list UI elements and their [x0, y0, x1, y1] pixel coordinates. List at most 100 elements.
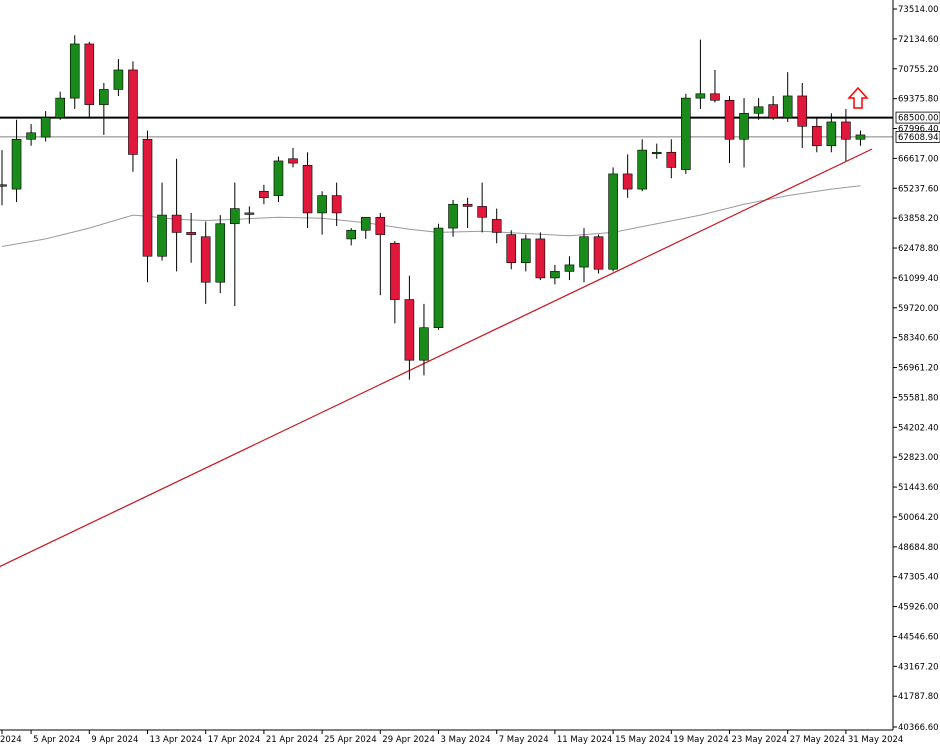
candle-bullish: [520, 238, 531, 264]
candle-bullish: [11, 138, 22, 190]
candle-bullish: [637, 149, 648, 190]
price-tag-label: 67608.94: [898, 133, 939, 143]
candle-bearish: [768, 104, 778, 118]
y-tick-label: 67996.40: [898, 125, 939, 135]
y-tick-label: 44546.60: [898, 632, 939, 642]
candle-bullish: [55, 97, 66, 118]
candle-bullish: [215, 223, 226, 283]
candle-bearish: [375, 216, 386, 235]
candle-bullish: [273, 160, 284, 196]
candle-bullish: [695, 93, 706, 99]
y-tick-label: 48684.80: [898, 543, 939, 553]
x-tick-label: 29 Apr 2024: [382, 735, 435, 745]
y-tick-label: 62478.80: [898, 244, 939, 254]
x-tick-label: 19 May 2024: [673, 735, 728, 745]
x-tick-label: 27 May 2024: [790, 735, 845, 745]
x-tick-label: 21 Apr 2024: [266, 735, 319, 745]
y-tick-label: 41787.80: [898, 692, 939, 702]
candle-bullish: [346, 229, 357, 240]
y-tick-label: 56961.20: [898, 364, 939, 374]
price-tag-label: 68500.00: [898, 114, 939, 124]
candle-bullish: [157, 214, 167, 257]
candle-bullish: [419, 327, 429, 361]
candle-bearish: [724, 99, 735, 140]
candle-bullish: [681, 97, 691, 170]
y-tick-label: 61099.40: [898, 274, 939, 284]
candle-bearish: [841, 121, 851, 140]
candle-bearish: [477, 206, 487, 218]
candle-bearish: [84, 43, 95, 105]
moving-average-line: [1, 185, 861, 247]
candle-bullish: [230, 208, 240, 225]
x-tick-label: 3 May 2024: [441, 735, 491, 745]
candle-bearish: [259, 190, 269, 199]
y-tick-label: 50064.20: [898, 513, 939, 523]
price-tag-box: [895, 111, 940, 124]
y-tick-label: 63858.20: [898, 214, 939, 224]
price-tag-box: [895, 131, 940, 143]
y-tick-label: 65237.60: [898, 184, 939, 194]
y-tick-label: 52823.00: [898, 453, 939, 463]
candle-bullish: [0, 184, 7, 187]
candle-bearish: [491, 219, 502, 233]
candle-bearish: [331, 195, 342, 214]
candle-bullish: [564, 264, 575, 272]
candle-bearish: [288, 158, 298, 164]
candle-bearish: [666, 151, 677, 168]
y-tick-label: 69375.80: [898, 95, 939, 105]
candle-bullish: [317, 195, 327, 214]
x-tick-label: 23 May 2024: [732, 735, 787, 745]
candle-bullish: [244, 212, 255, 215]
candle-bullish: [26, 132, 36, 140]
candle-bullish: [448, 203, 458, 229]
y-tick-label: 58340.60: [898, 334, 939, 344]
x-tick-label: 5 Apr 2024: [33, 735, 80, 745]
candle-bullish: [40, 117, 51, 138]
x-tick-label: 7 May 2024: [499, 735, 549, 745]
x-tick-label: 17 Apr 2024: [208, 735, 261, 745]
candle-bearish: [142, 138, 153, 257]
candle-bearish: [506, 234, 517, 264]
candle-bullish: [579, 236, 589, 268]
x-tick-label: 31 May 2024: [848, 735, 903, 745]
candle-bearish: [302, 164, 313, 214]
candle-bullish: [753, 106, 764, 114]
candle-bearish: [535, 238, 546, 279]
y-tick-label: 54202.40: [898, 423, 939, 433]
y-tick-label: 40366.60: [898, 723, 939, 733]
candle-bullish: [782, 95, 793, 118]
price-tag: 68500.00: [895, 111, 940, 124]
y-tick-label: 73514.00: [898, 5, 939, 15]
x-tick-label: 9 Apr 2024: [91, 735, 138, 745]
candle-bullish: [826, 121, 837, 147]
candle-bullish: [99, 89, 109, 105]
trendline: [0, 148, 873, 568]
arrow-up-icon: [847, 86, 869, 109]
y-tick-label: 59720.00: [898, 304, 939, 314]
candle-bearish: [390, 242, 400, 300]
candle-bearish: [593, 236, 604, 270]
candle-bearish: [622, 173, 633, 190]
candle-bullish: [433, 227, 444, 329]
y-tick-label: 51443.60: [898, 483, 939, 493]
candle-bullish: [550, 271, 560, 279]
candle-bullish: [69, 43, 80, 99]
y-tick-label: 72134.60: [898, 35, 939, 45]
candle-bearish: [171, 214, 182, 233]
y-tick-label: 45926.00: [898, 603, 939, 613]
candle-bearish: [404, 299, 415, 361]
candle-bearish: [128, 69, 138, 155]
price-tag: 67608.94: [895, 131, 940, 143]
x-tick-label: 15 May 2024: [615, 735, 670, 745]
candle-bearish: [797, 95, 808, 127]
y-tick-label: 70755.20: [898, 65, 939, 75]
candle-bullish: [360, 216, 371, 231]
x-tick-label: 13 Apr 2024: [150, 735, 203, 745]
candle-bearish: [462, 203, 473, 207]
x-tick-label: 2024: [0, 735, 22, 745]
candle-bullish: [608, 173, 618, 270]
y-tick-label: 47305.40: [898, 573, 939, 583]
candle-bearish: [200, 236, 211, 283]
y-tick-label: 43167.20: [898, 662, 939, 672]
